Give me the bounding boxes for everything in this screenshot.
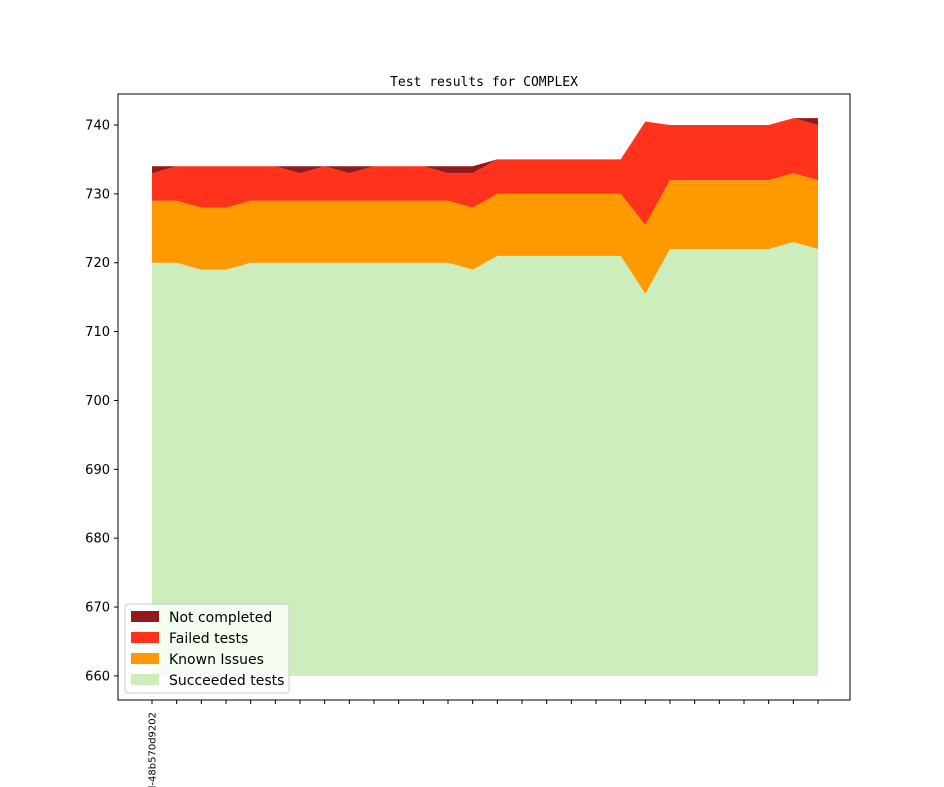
- y-axis: 660 670 680 690 700 710 720 730 740: [85, 118, 118, 684]
- area-failed-tests: [152, 118, 818, 225]
- y-tick-label: 740: [85, 118, 110, 133]
- stacked-areas: [152, 118, 818, 676]
- plot-frame: [117, 93, 851, 701]
- y-tick-label: 660: [85, 669, 110, 684]
- y-tick-label: 670: [85, 601, 110, 616]
- y-tick-label: 710: [85, 325, 110, 340]
- y-tick-label: 700: [85, 394, 110, 409]
- legend: Not completed Failed tests Known Issues Suc…: [124, 603, 290, 694]
- legend-label-not-completed: Not completed: [169, 610, 272, 626]
- area-known-issues: [152, 173, 818, 294]
- legend-label-known-issues: Known Issues: [169, 652, 264, 668]
- legend-label-failed-tests: Failed tests: [169, 631, 248, 647]
- legend-swatch-known-issues: [131, 653, 159, 664]
- legend-label-succeeded-tests: Succeeded tests: [169, 673, 284, 689]
- x-tick-label: l-48b570d9202: [148, 712, 159, 787]
- area-succeeded-tests: [152, 242, 818, 676]
- legend-swatch-succeeded-tests: [131, 674, 159, 685]
- legend-swatch-not-completed: [131, 611, 159, 622]
- y-tick-label: 680: [85, 532, 110, 547]
- legend-swatch-failed-tests: [131, 632, 159, 643]
- y-tick-label: 690: [85, 463, 110, 478]
- y-tick-label: 730: [85, 187, 110, 202]
- chart-title: Test results for COMPLEX: [390, 75, 578, 90]
- y-tick-label: 720: [85, 256, 110, 271]
- legend-box: [124, 603, 290, 694]
- x-axis: l-48b570d9202: [148, 700, 819, 787]
